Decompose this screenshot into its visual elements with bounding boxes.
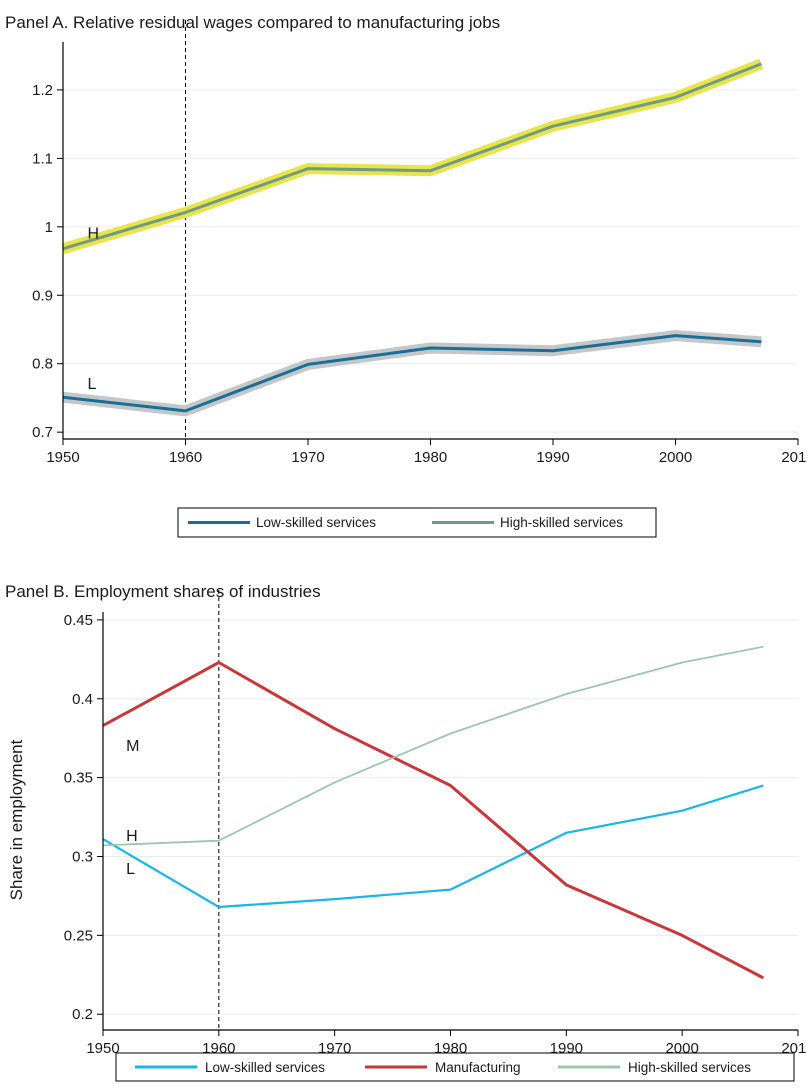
legend-label-high-skilled-b: High-skilled services xyxy=(628,1060,751,1075)
panel-a-grid xyxy=(63,20,798,439)
y-tick-label-a-1: 0.8 xyxy=(32,356,53,373)
series-label-m-b: M xyxy=(126,738,139,755)
panel-a-series-labels: LH xyxy=(88,226,100,394)
series-label-h-b: H xyxy=(126,828,138,845)
x-tick-label-a-6: 2010 xyxy=(781,449,807,466)
legend-label-high-skilled-a: High-skilled services xyxy=(500,515,623,530)
ci-band-high-skilled-services-a xyxy=(61,58,764,254)
x-tick-label-a-2: 1970 xyxy=(291,449,324,466)
panel-b-series xyxy=(102,645,764,980)
panel-b-grid xyxy=(103,590,798,1030)
x-tick-label-a-4: 1990 xyxy=(536,449,569,466)
y-tick-label-a-4: 1.1 xyxy=(32,150,53,167)
x-tick-label-a-0: 1950 xyxy=(46,449,79,466)
panel-b-y-axis-label: Share in employment xyxy=(7,739,26,900)
panel-b: Panel B. Employment shares of industries… xyxy=(5,582,807,1082)
x-tick-label-a-1: 1960 xyxy=(169,449,202,466)
series-label-l-b: L xyxy=(126,861,135,878)
y-tick-label-a-3: 1 xyxy=(45,219,53,236)
series-label-h-a: H xyxy=(88,226,100,243)
x-tick-label-b-0: 1950 xyxy=(86,1040,119,1057)
panel-a: Panel A. Relative residual wages compare… xyxy=(5,13,807,538)
panel-a-title: Panel A. Relative residual wages compare… xyxy=(5,13,500,32)
legend-label-low-skilled-b: Low-skilled services xyxy=(205,1060,325,1075)
panel-a-legend: Low-skilled services High-skilled servic… xyxy=(177,507,657,538)
series-line-manufacturing-b xyxy=(102,661,764,980)
y-tick-label-a-5: 1.2 xyxy=(32,82,53,99)
series-line-low-skilled-services-b xyxy=(102,784,764,909)
series-line-low-skilled-services-a xyxy=(62,334,762,413)
y-tick-label-b-2: 0.3 xyxy=(72,848,93,865)
y-tick-label-b-4: 0.4 xyxy=(72,691,93,708)
y-tick-label-b-5: 0.45 xyxy=(64,612,93,629)
y-tick-label-b-3: 0.35 xyxy=(64,770,93,787)
y-tick-label-b-0: 0.2 xyxy=(72,1006,93,1023)
series-label-l-a: L xyxy=(88,376,97,393)
series-line-high-skilled-services-b xyxy=(102,645,764,847)
y-tick-label-b-1: 0.25 xyxy=(64,927,93,944)
ci-band-low-skilled-services-a xyxy=(62,330,762,417)
legend-label-manufacturing-b: Manufacturing xyxy=(435,1060,521,1075)
x-tick-label-a-5: 2000 xyxy=(659,449,692,466)
y-tick-label-a-0: 0.7 xyxy=(32,424,53,441)
series-line-high-skilled-services-a xyxy=(62,62,762,251)
panel-b-legend: Low-skilled services Manufacturing High-… xyxy=(115,1052,795,1082)
y-tick-label-a-2: 0.9 xyxy=(32,287,53,304)
panel-b-legend-box xyxy=(115,1052,795,1082)
legend-label-low-skilled-a: Low-skilled services xyxy=(256,515,376,530)
panel-b-series-labels: L M H xyxy=(126,738,139,878)
x-tick-label-a-3: 1980 xyxy=(414,449,447,466)
panel-b-title: Panel B. Employment shares of industries xyxy=(5,582,321,601)
panel-a-axes: 0.7 0.8 0.9 1 1.1 1.2 1950 1960 1970 1980 1990 2000… xyxy=(32,42,807,466)
panel-a-legend-box xyxy=(177,507,657,538)
panel-a-series xyxy=(61,58,764,417)
